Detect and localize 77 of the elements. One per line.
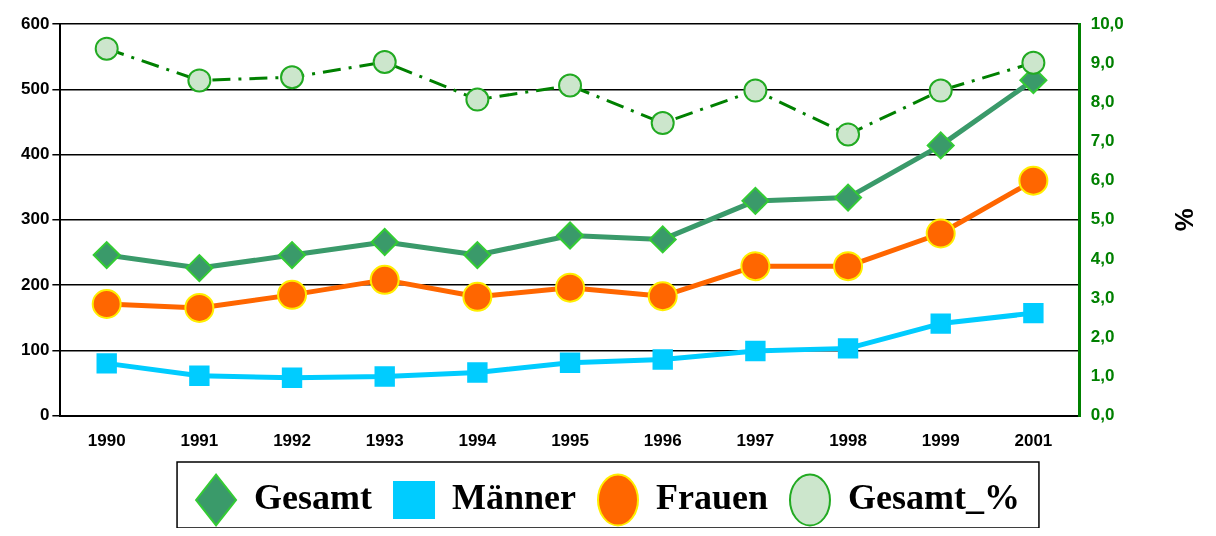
legend-label: Gesamt_% bbox=[847, 477, 1020, 518]
point bbox=[465, 87, 490, 112]
point bbox=[555, 272, 586, 303]
y2-tick-label: 4,0 bbox=[1090, 248, 1115, 268]
y2-tick-label: 8,0 bbox=[1090, 92, 1115, 112]
point bbox=[743, 78, 768, 103]
point bbox=[92, 241, 121, 270]
legend-label: Gesamt bbox=[254, 477, 373, 518]
y2-tick-label: 0,0 bbox=[1090, 405, 1115, 425]
point bbox=[928, 78, 953, 103]
point bbox=[1018, 165, 1049, 196]
x-tick-label: 1998 bbox=[829, 431, 867, 451]
x-tick-label: 1999 bbox=[921, 431, 960, 451]
point bbox=[740, 251, 771, 282]
point bbox=[833, 251, 864, 282]
point bbox=[834, 183, 863, 212]
point bbox=[930, 313, 951, 334]
point bbox=[745, 340, 766, 362]
y-tick-label: 500 bbox=[20, 78, 50, 98]
point bbox=[374, 366, 395, 387]
x-tick-label: 1994 bbox=[458, 431, 497, 451]
x-tick-label: 2001 bbox=[1014, 431, 1053, 451]
y2-tick-label: 9,0 bbox=[1090, 52, 1115, 72]
point bbox=[650, 111, 675, 136]
point bbox=[652, 349, 673, 370]
point bbox=[559, 352, 581, 373]
point bbox=[187, 68, 212, 93]
point bbox=[369, 264, 400, 295]
point bbox=[91, 288, 122, 319]
x-tick-label: 1993 bbox=[365, 431, 404, 451]
y2-tick-label: 5,0 bbox=[1090, 209, 1115, 229]
point bbox=[467, 362, 488, 383]
point bbox=[463, 241, 492, 270]
x-tick-label: 1996 bbox=[643, 431, 682, 451]
point bbox=[281, 367, 303, 388]
y2-tick-label: 2,0 bbox=[1090, 326, 1115, 346]
point bbox=[647, 281, 678, 312]
y2-tick-label: 1,0 bbox=[1090, 366, 1115, 386]
point bbox=[189, 365, 210, 386]
y2-tick-label: 6,0 bbox=[1090, 170, 1115, 190]
legend-label: Männer bbox=[452, 477, 577, 518]
y-tick-label: 300 bbox=[20, 209, 50, 229]
y2-tick-label: 3,0 bbox=[1090, 287, 1115, 307]
x-tick-label: 1992 bbox=[273, 431, 311, 451]
point bbox=[462, 281, 493, 312]
point bbox=[836, 122, 861, 147]
point bbox=[96, 353, 117, 374]
x-tick-label: 1997 bbox=[736, 431, 775, 451]
point bbox=[926, 131, 955, 160]
y-tick-label: 600 bbox=[20, 13, 50, 33]
point bbox=[558, 73, 583, 98]
x-tick-label: 1990 bbox=[87, 431, 126, 451]
point bbox=[370, 227, 399, 256]
point bbox=[372, 49, 397, 74]
point bbox=[1023, 302, 1044, 324]
point bbox=[278, 241, 307, 270]
point bbox=[556, 221, 585, 250]
x-tick-label: 1991 bbox=[180, 431, 219, 451]
point bbox=[277, 279, 308, 310]
point bbox=[94, 36, 119, 61]
point bbox=[185, 254, 214, 283]
point bbox=[1021, 50, 1046, 75]
y-tick-label: 200 bbox=[20, 274, 50, 294]
point bbox=[741, 186, 770, 215]
y-tick-label: 400 bbox=[20, 144, 50, 164]
y-tick-label: 0 bbox=[39, 405, 50, 425]
point bbox=[925, 218, 956, 249]
x-tick-label: 1995 bbox=[551, 431, 589, 451]
legend-label: Frauen bbox=[655, 477, 768, 518]
point bbox=[837, 338, 859, 359]
y-tick-label: 100 bbox=[20, 340, 50, 360]
y2-tick-label: 10,0 bbox=[1090, 13, 1124, 33]
point bbox=[184, 292, 215, 323]
y2-axis-title: % bbox=[1169, 208, 1200, 232]
y2-tick-label: 7,0 bbox=[1090, 131, 1115, 151]
point bbox=[648, 225, 677, 254]
point bbox=[280, 65, 305, 90]
